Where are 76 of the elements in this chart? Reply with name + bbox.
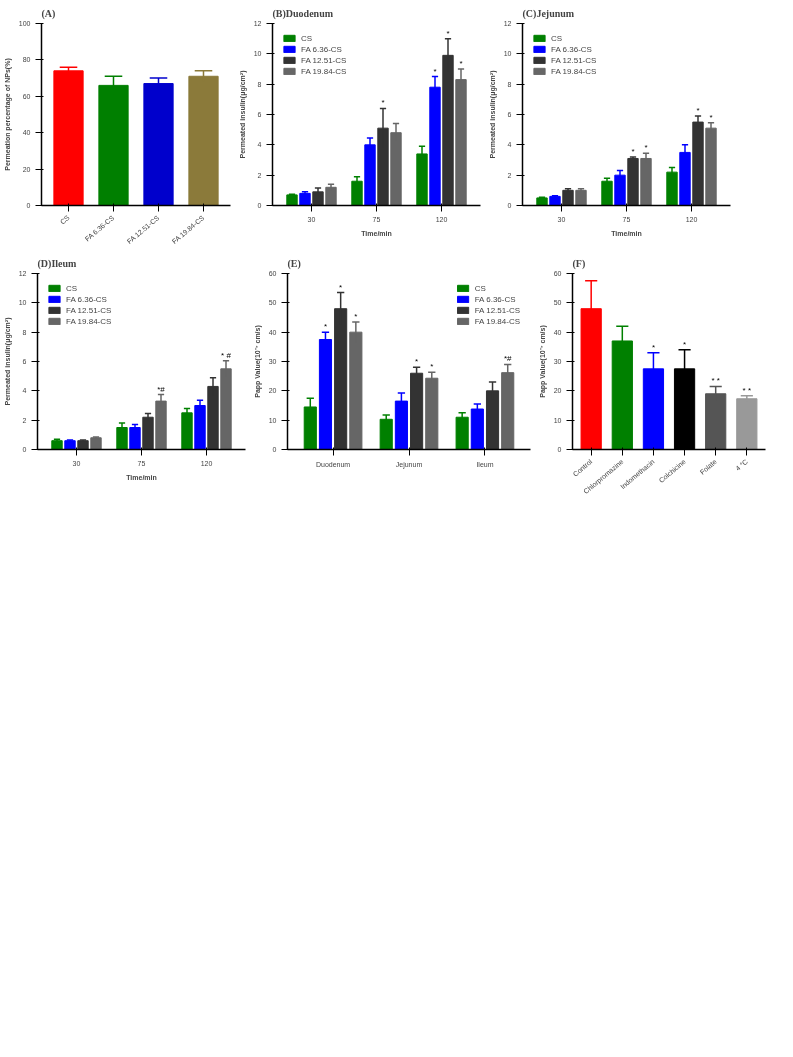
chart-title: (A) bbox=[41, 7, 56, 20]
bar bbox=[627, 157, 639, 206]
legend-label: CS bbox=[474, 283, 487, 293]
legend-label: FA 12.51-CS bbox=[66, 305, 112, 315]
bar bbox=[351, 180, 363, 206]
legend-label: FA 6.36-CS bbox=[301, 44, 342, 54]
legend-label: FA 19.84-CS bbox=[66, 316, 112, 326]
data-label: * bbox=[709, 112, 713, 122]
chart-title: (B)Duodenum bbox=[272, 7, 334, 20]
data-label: * * bbox=[742, 385, 752, 395]
data-label: * bbox=[430, 362, 434, 372]
legend-label: CS bbox=[301, 33, 314, 43]
data-label: * bbox=[651, 342, 655, 352]
data-label: * bbox=[415, 357, 419, 367]
legend-label: FA 12.51-CS bbox=[301, 55, 347, 65]
bar bbox=[536, 197, 548, 206]
bar bbox=[425, 377, 439, 450]
data-label: * bbox=[683, 339, 687, 349]
data-label: * bbox=[631, 146, 635, 156]
bar bbox=[299, 192, 311, 206]
bar bbox=[312, 191, 324, 206]
bar bbox=[64, 440, 76, 450]
legend-label: FA 6.36-CS bbox=[66, 294, 107, 304]
bar bbox=[410, 372, 424, 450]
chart-title: (C)Jejunum bbox=[522, 7, 575, 20]
bar bbox=[640, 157, 652, 206]
bar bbox=[181, 412, 193, 450]
bar bbox=[194, 405, 206, 450]
data-label: * bbox=[644, 143, 648, 153]
chart-title: (E) bbox=[287, 257, 301, 270]
legend-label: FA 19.84-CS bbox=[474, 316, 520, 326]
bar bbox=[455, 416, 469, 450]
legend-label: FA 12.51-CS bbox=[551, 55, 597, 65]
bar bbox=[188, 75, 219, 206]
bar bbox=[90, 437, 102, 450]
legend-label: CS bbox=[551, 33, 564, 43]
data-label: *# bbox=[157, 384, 166, 394]
bar bbox=[51, 440, 63, 450]
data-label: * bbox=[354, 311, 358, 321]
bar bbox=[562, 189, 574, 206]
data-label: * bbox=[339, 282, 343, 292]
bar bbox=[77, 440, 89, 450]
bar bbox=[601, 180, 613, 206]
data-label: *# bbox=[503, 354, 513, 364]
bar bbox=[666, 171, 678, 206]
chart-title: (D)Ileum bbox=[37, 257, 78, 270]
bar bbox=[379, 418, 393, 450]
bar bbox=[470, 408, 484, 450]
bar bbox=[142, 416, 154, 450]
bar bbox=[705, 127, 717, 206]
legend-label: FA 19.84-CS bbox=[551, 66, 597, 76]
legend-label: CS bbox=[66, 283, 79, 293]
bar bbox=[116, 427, 128, 450]
data-label: * * bbox=[711, 376, 720, 386]
data-label: * # bbox=[221, 350, 232, 360]
chart-title: (F) bbox=[572, 257, 586, 270]
bar bbox=[736, 398, 758, 450]
legend-label: FA 12.51-CS bbox=[474, 305, 520, 315]
bar bbox=[53, 70, 84, 206]
data-label: * bbox=[381, 98, 385, 108]
legend-label: FA 6.36-CS bbox=[551, 44, 592, 54]
bar bbox=[129, 427, 141, 450]
bar bbox=[614, 174, 626, 206]
bar bbox=[143, 83, 174, 206]
data-label: * bbox=[323, 322, 328, 332]
data-label: * bbox=[433, 66, 437, 76]
bar bbox=[692, 121, 704, 206]
data-label: * bbox=[446, 28, 450, 38]
bar bbox=[286, 194, 298, 206]
bar bbox=[549, 195, 561, 206]
bar bbox=[325, 186, 337, 206]
bar bbox=[575, 189, 587, 206]
legend-label: FA 6.36-CS bbox=[474, 294, 516, 304]
legend-label: FA 19.84-CS bbox=[301, 66, 347, 76]
data-label: * bbox=[696, 106, 700, 116]
data-label: * bbox=[459, 59, 463, 68]
